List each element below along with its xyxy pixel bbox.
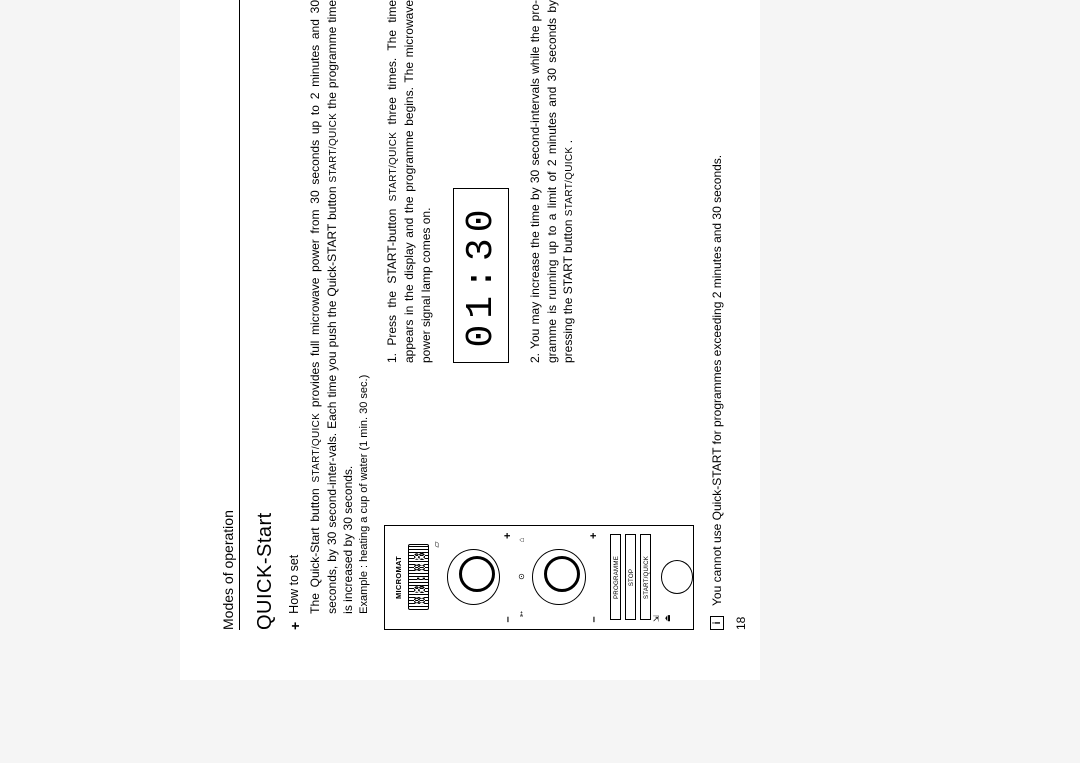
step-2: 2. You may increase the time by 30 secon…: [527, 0, 578, 363]
plus-label-2: +: [588, 533, 600, 539]
microwave-control-panel: MICROMAT ▱ – + ➳ ⊙ ⌂ – +: [384, 525, 694, 630]
page-number: 18: [734, 617, 748, 630]
programme-button[interactable]: PROGRAMME: [610, 535, 621, 621]
page-title: QUICK-Start: [254, 0, 277, 630]
minus-label: –: [502, 616, 514, 622]
button-name-1: START/QUICK: [311, 413, 322, 483]
step2-button-name: START/QUICK: [564, 147, 575, 217]
power-dial[interactable]: [532, 550, 585, 606]
stop-button[interactable]: STOP: [625, 535, 636, 621]
minus-label-2: –: [588, 616, 600, 622]
step2-text-c: .: [561, 140, 575, 147]
door-open-knob[interactable]: [661, 561, 693, 595]
how-to-set-heading: How to set: [287, 0, 301, 614]
start-quick-button[interactable]: START/QUICK: [640, 535, 651, 621]
manual-page: Modes of operation QUICK-Start + How to …: [180, 0, 760, 680]
time-display: 01:30: [453, 188, 509, 363]
step1-text-a: 1. Press the START-button: [385, 201, 399, 363]
timer-dial[interactable]: [447, 550, 500, 606]
plus-label: +: [502, 533, 514, 539]
illustration-column: MICROMAT ▱ – + ➳ ⊙ ⌂ – +: [384, 385, 694, 630]
section-header: Modes of operation: [220, 0, 240, 630]
note-text: You cannot use Quick-START for programme…: [710, 0, 724, 606]
intro-text-a: The Quick-Start button: [308, 483, 322, 614]
step-1: 1. Press the START-button START/QUICK th…: [384, 0, 435, 363]
intro-paragraph: The Quick-Start button START/QUICK provi…: [307, 0, 356, 614]
plus-marker: +: [287, 622, 303, 630]
combi-icon: ⊙: [517, 573, 526, 580]
page-content: Modes of operation QUICK-Start + How to …: [220, 0, 730, 630]
led-display: [408, 545, 429, 611]
brand-label: MICROMAT: [394, 556, 403, 599]
grill-icon: ⌂: [517, 538, 526, 543]
button-name-2: START/QUICK: [328, 113, 339, 183]
note-row: i You cannot use Quick-START for program…: [710, 0, 724, 630]
step1-button-name: START/QUICK: [388, 132, 399, 202]
weight-icon: ▱: [432, 542, 441, 548]
info-icon: i: [710, 616, 724, 630]
microwave-icon: ➳: [517, 611, 526, 618]
steps-column: 1. Press the START-button START/QUICK th…: [384, 0, 694, 363]
example-line: Example : heating a cup of water (1 min.…: [358, 0, 370, 614]
door-icons: ⇲ ⏏: [651, 614, 673, 622]
